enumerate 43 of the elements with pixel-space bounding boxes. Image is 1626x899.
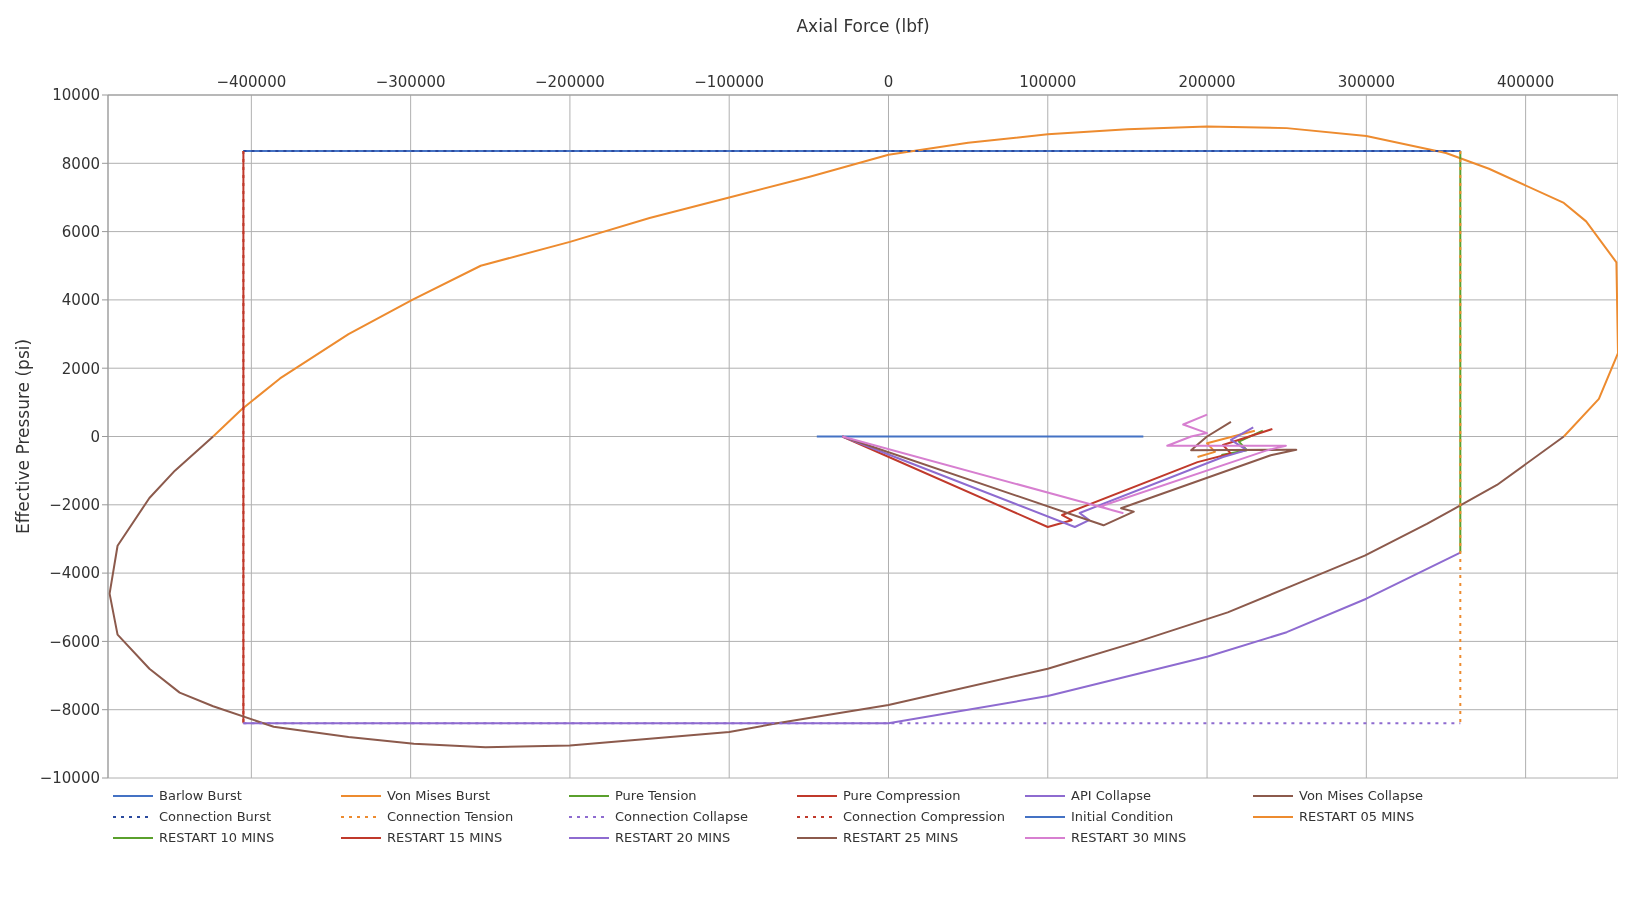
legend-label: API Collapse bbox=[1071, 788, 1151, 803]
y-axis-title: Effective Pressure (psi) bbox=[13, 338, 34, 535]
y-tick-label: −2000 bbox=[49, 496, 100, 515]
x-tick-label: 300000 bbox=[1337, 73, 1395, 91]
x-tick-label: 400000 bbox=[1496, 73, 1555, 91]
x-tick-label: 100000 bbox=[1019, 73, 1077, 91]
line-series bbox=[108, 435, 1565, 749]
x-tick-label: 200000 bbox=[1178, 73, 1236, 91]
legend-label: RESTART 05 MINS bbox=[1299, 809, 1415, 824]
legend-label: Pure Compression bbox=[843, 788, 961, 803]
legend-label: Von Mises Burst bbox=[387, 788, 491, 803]
y-tick-label: 0 bbox=[90, 427, 100, 446]
x-tick-label: −100000 bbox=[694, 73, 765, 91]
legend-label: RESTART 20 MINS bbox=[615, 830, 731, 845]
legend-label: Connection Tension bbox=[387, 809, 514, 824]
x-tick-label: −300000 bbox=[375, 73, 446, 91]
y-tick-label: 4000 bbox=[61, 291, 100, 310]
x-axis-title: Axial Force (lbf) bbox=[796, 16, 930, 37]
x-tick-label: 0 bbox=[883, 73, 894, 91]
legend-label: Connection Burst bbox=[159, 809, 272, 824]
y-tick-label: −4000 bbox=[49, 564, 100, 583]
y-tick-label: −6000 bbox=[49, 632, 100, 651]
legend-label: RESTART 10 MINS bbox=[159, 830, 275, 845]
x-tick-label: −200000 bbox=[535, 73, 605, 91]
legend-label: RESTART 30 MINS bbox=[1071, 830, 1187, 845]
line-series bbox=[1196, 429, 1256, 458]
legend-label: Initial Condition bbox=[1071, 809, 1174, 824]
legend-label: RESTART 15 MINS bbox=[387, 830, 503, 845]
y-tick-label: 10000 bbox=[52, 86, 100, 105]
y-tick-label: 2000 bbox=[61, 359, 100, 378]
y-tick-label: −8000 bbox=[49, 701, 100, 720]
legend-label: Connection Collapse bbox=[615, 809, 748, 824]
y-tick-label: 6000 bbox=[61, 222, 100, 241]
legend-label: RESTART 25 MINS bbox=[843, 830, 959, 845]
line-series bbox=[1220, 429, 1264, 456]
legend-label: Pure Tension bbox=[615, 788, 697, 803]
line-series bbox=[841, 413, 1287, 514]
y-tick-label: −10000 bbox=[39, 769, 100, 788]
y-tick-label: 8000 bbox=[61, 154, 100, 173]
legend-label: Barlow Burst bbox=[159, 788, 242, 803]
x-tick-label: −400000 bbox=[216, 73, 287, 91]
legend-label: Connection Compression bbox=[843, 809, 1006, 824]
legend-label: Von Mises Collapse bbox=[1299, 788, 1423, 803]
